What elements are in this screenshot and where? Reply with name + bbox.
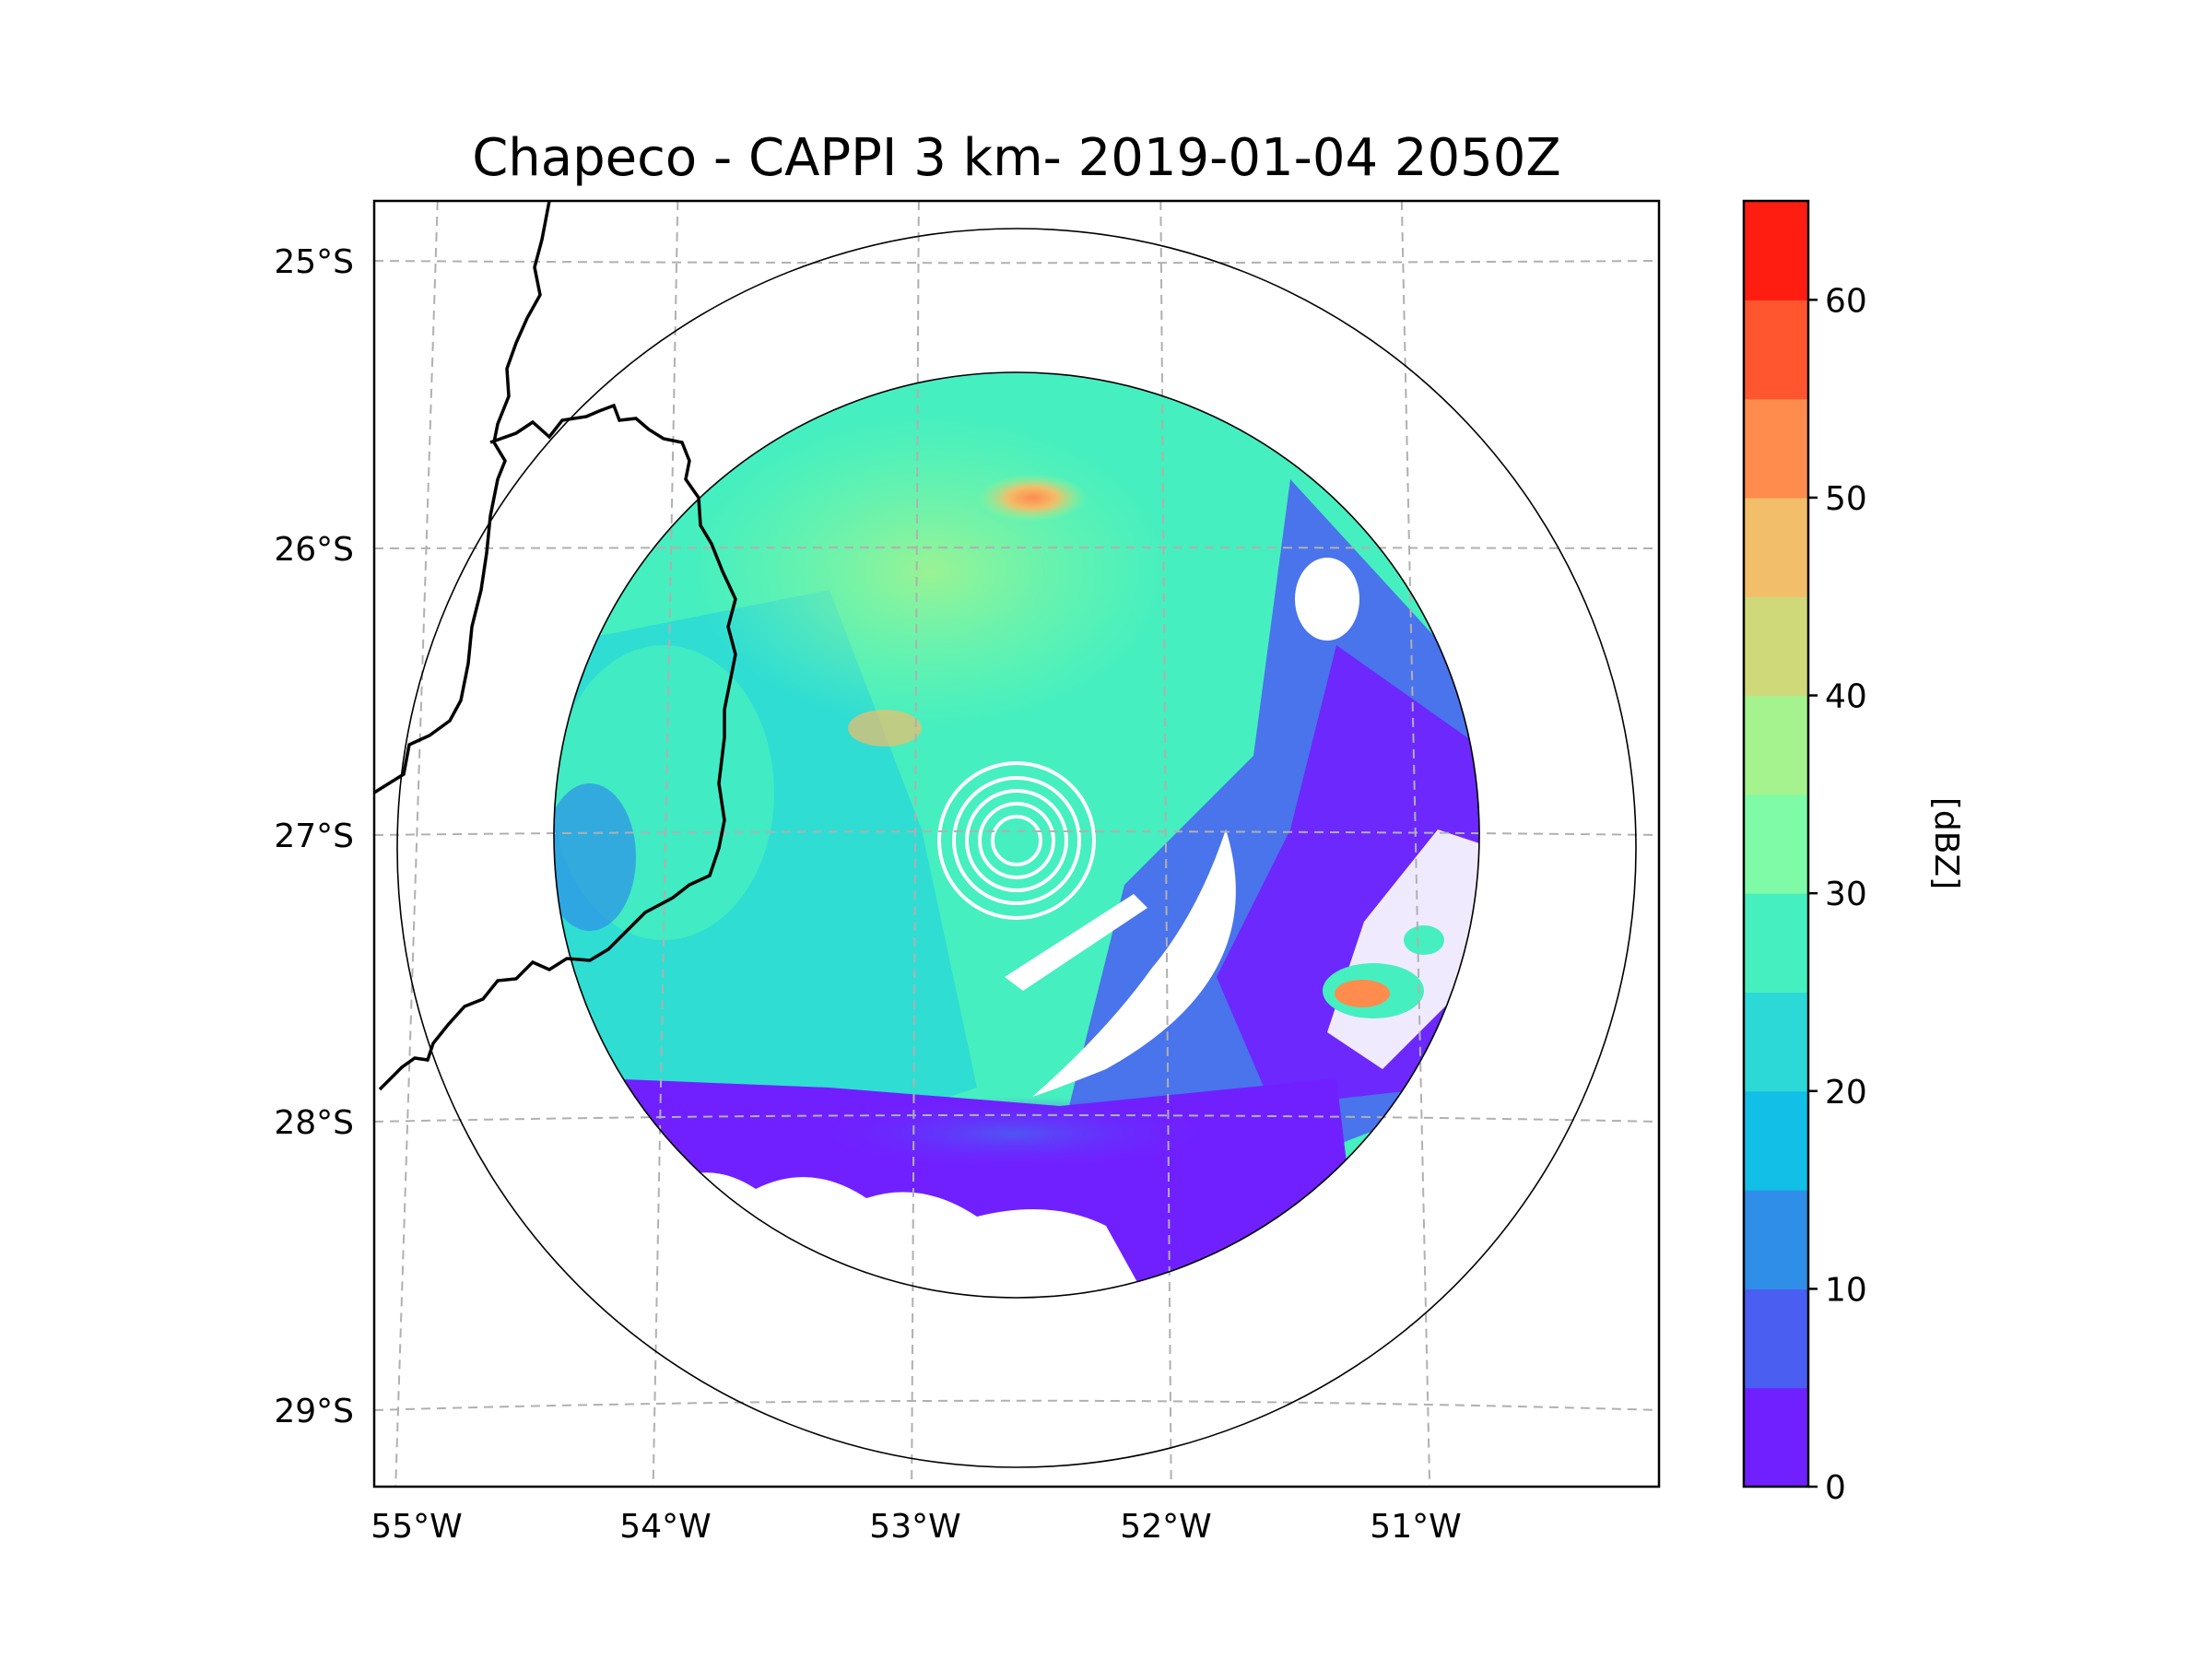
no-echo-ne — [1295, 558, 1359, 641]
colorbar-segment — [1744, 300, 1808, 400]
range-ring-outer — [396, 228, 1637, 1468]
echo-north-strong — [977, 474, 1088, 522]
echo-far-west — [554, 783, 636, 931]
chart-title: Chapeco - CAPPI 3 km- 2019-01-04 2050Z — [472, 128, 1561, 188]
colorbar-segment — [1744, 1288, 1808, 1389]
meridian-gridline — [394, 201, 439, 1487]
parallel-gridline — [374, 1113, 1659, 1123]
no-echo-blockage — [1032, 830, 1236, 1097]
se-cell-ne — [1404, 925, 1444, 955]
lat-tick-label: 25°S — [274, 243, 354, 281]
lat-tick-label: 29°S — [274, 1393, 354, 1430]
colorbar-tick-label: 0 — [1825, 1469, 1846, 1507]
meridian-gridline — [652, 201, 679, 1487]
range-ring-inner — [553, 371, 1480, 1299]
border-line-east — [378, 403, 737, 1091]
lat-tick-labels: 25°S 26°S 27°S 28°S 29°S — [274, 243, 354, 1430]
se-cell-core — [1335, 980, 1390, 1007]
radar-echo-field — [554, 372, 1479, 1298]
no-echo-streak — [1005, 894, 1147, 991]
map-panel — [374, 201, 1659, 1487]
border-line-west — [374, 201, 551, 794]
parallel-gridline — [374, 1399, 1659, 1411]
colorbar-segment — [1744, 201, 1808, 300]
colorbar-segment — [1744, 596, 1808, 697]
lon-tick-labels: 55°W 54°W 53°W 52°W 51°W — [371, 1508, 1461, 1546]
colorbar-segment — [1744, 1387, 1808, 1488]
colorbar: 0 10 20 30 40 50 60 [dBZ] — [1742, 199, 1965, 1507]
colorbar-segment — [1744, 497, 1808, 597]
colorbar-segment — [1744, 1190, 1808, 1289]
colorbar-tick-label: 50 — [1825, 480, 1867, 518]
parallel-gridline — [374, 830, 1659, 836]
colorbar-segment — [1744, 1090, 1808, 1191]
lat-tick-label: 28°S — [274, 1104, 354, 1142]
colorbar-tick-label: 20 — [1825, 1074, 1867, 1112]
colorbar-frame — [1742, 199, 1810, 1488]
lat-tick-label: 27°S — [274, 818, 354, 855]
parallel-gridline — [374, 547, 1659, 549]
colorbar-ticks: 0 10 20 30 40 50 60 — [1808, 282, 1867, 1507]
lon-tick-label: 55°W — [371, 1508, 462, 1546]
lon-tick-label: 53°W — [869, 1508, 960, 1546]
colorbar-segment — [1744, 794, 1808, 894]
clutter-rings — [937, 761, 1096, 920]
parallel-gridline — [374, 260, 1659, 265]
echo-north-mid — [848, 710, 922, 747]
colorbar-segment — [1744, 695, 1808, 795]
colorbar-tick-label: 40 — [1825, 678, 1867, 716]
colorbar-segments — [1744, 201, 1808, 1488]
lon-tick-label: 54°W — [619, 1508, 711, 1546]
colorbar-tick-label: 60 — [1825, 282, 1867, 320]
meridian-gridline — [1400, 201, 1431, 1487]
meridian-gridline — [911, 201, 920, 1487]
colorbar-segment — [1744, 992, 1808, 1092]
echo-north — [691, 415, 1171, 728]
axes-frame — [372, 199, 1661, 1488]
colorbar-tick-label: 30 — [1825, 876, 1867, 913]
colorbar-tick-label: 10 — [1825, 1271, 1867, 1309]
echo-south-patches — [811, 1097, 1217, 1171]
lon-tick-label: 51°W — [1370, 1508, 1461, 1546]
colorbar-label: [dBZ] — [1927, 797, 1965, 889]
colorbar-segment — [1744, 893, 1808, 994]
lat-tick-label: 26°S — [274, 531, 354, 569]
colorbar-segment — [1744, 398, 1808, 499]
lon-tick-label: 52°W — [1120, 1508, 1211, 1546]
